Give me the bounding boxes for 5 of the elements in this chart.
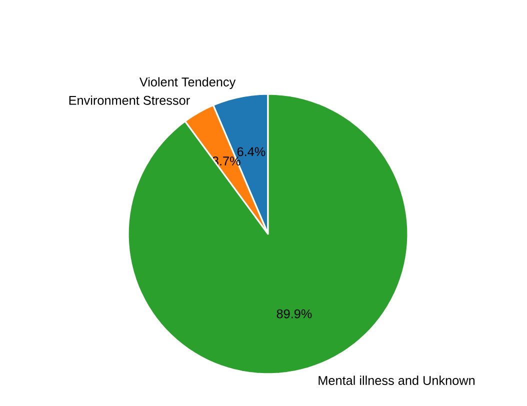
slice-label: Violent Tendency bbox=[139, 77, 236, 90]
slice-label: Environment Stressor bbox=[69, 96, 190, 105]
slice-label: Mental illness and Unknown bbox=[318, 376, 475, 385]
data-label: 89.9% bbox=[276, 309, 312, 318]
data-label: 6.4% bbox=[237, 147, 266, 156]
